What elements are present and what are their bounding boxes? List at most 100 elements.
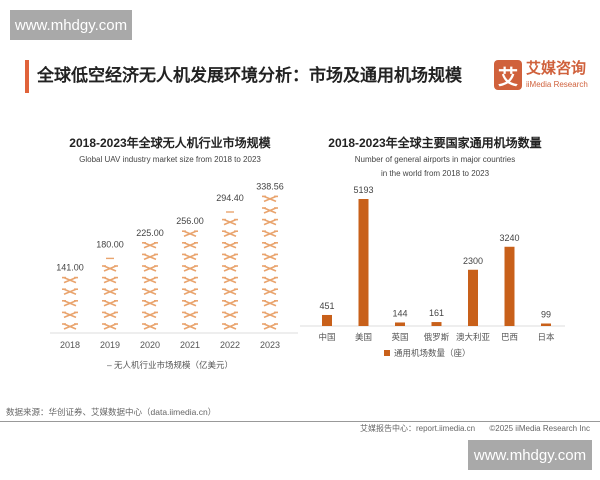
legend-label: 通用机场数量（座） (394, 348, 471, 358)
drone-icon (182, 253, 198, 261)
drone-icon (182, 265, 198, 272)
x-tick-label: 英国 (391, 332, 408, 342)
drone-icon (262, 195, 278, 203)
drone-icon (102, 311, 118, 319)
drone-icon (102, 300, 118, 307)
data-label: 225.00 (136, 228, 164, 238)
report-center-link[interactable]: 艾媒报告中心：report.iimedia.cn (360, 424, 476, 433)
pictograph-bar-2023 (262, 195, 278, 330)
logo: 艾 艾媒咨询 iiMedia Research (494, 60, 592, 92)
footer-divider (0, 421, 600, 422)
drone-icon (222, 230, 238, 237)
chart2-subtitle-line2: in the world from 2018 to 2023 (380, 169, 490, 178)
drone-icon (62, 323, 78, 330)
x-tick-label: 日本 (537, 332, 555, 342)
drone-icon (222, 323, 238, 330)
drone-icon (62, 300, 78, 307)
drone-icon (62, 276, 78, 284)
drone-icon (262, 230, 278, 237)
footer-right: 艾媒报告中心：report.iimedia.cn ©2025 iiMedia R… (348, 423, 590, 434)
bar-日本 (541, 323, 551, 326)
drone-icon (102, 265, 118, 272)
drone-icon (262, 323, 278, 330)
x-tick-label: 澳大利亚 (456, 332, 491, 342)
drone-icon (262, 207, 278, 214)
bar-俄罗斯 (431, 322, 442, 326)
watermark-bottom: www.mhdgy.com (468, 440, 592, 470)
drone-icon (222, 242, 238, 249)
drone-icon (262, 265, 278, 272)
drone-icon (142, 288, 158, 295)
drone-icon (182, 288, 198, 295)
drone-icon (262, 276, 278, 284)
data-label: 5193 (353, 185, 373, 195)
drone-icon (262, 253, 278, 261)
data-label: 144 (392, 308, 407, 318)
data-label: 99 (541, 310, 551, 320)
x-tick-label: 2020 (140, 340, 160, 350)
drone-icon (262, 300, 278, 307)
drone-icon (182, 242, 198, 249)
data-label: 338.56 (256, 181, 284, 191)
bar-英国 (395, 322, 405, 326)
drone-icon (142, 311, 158, 319)
bar-巴西 (504, 246, 515, 326)
chart2-subtitle-line1: Number of general airports in major coun… (354, 155, 516, 164)
pictograph-bar-2019 (102, 257, 118, 330)
data-label: 451 (319, 301, 334, 311)
drone-icon (182, 300, 198, 307)
drone-icon (62, 311, 78, 319)
chart1-subtitle: Global UAV industry market size from 201… (79, 155, 261, 164)
logo-en: iiMedia Research (526, 80, 588, 89)
data-label: 3240 (499, 233, 519, 243)
logo-cn: 艾媒咨询 (526, 60, 587, 77)
x-tick-label: 2019 (100, 340, 120, 350)
bar-美国 (358, 199, 369, 326)
pictograph-bar-2020 (142, 242, 158, 330)
page-title: 全球低空经济无人机发展环境分析：市场及通用机场规模 (37, 66, 462, 85)
drone-icon (182, 230, 198, 237)
drone-icon (142, 253, 158, 261)
pictograph-bar-2022 (222, 211, 238, 330)
chart1-title: 2018-2023年全球无人机行业市场规模 (69, 136, 271, 150)
drone-icon (222, 253, 238, 261)
pictograph-bar-2018 (62, 276, 78, 330)
data-label: 161 (429, 308, 444, 318)
data-label: 180.00 (96, 239, 124, 249)
drone-icon (222, 288, 238, 295)
x-tick-label: 中国 (318, 332, 335, 342)
drone-icon (142, 276, 158, 284)
drone-icon (142, 242, 158, 249)
drone-icon (262, 218, 278, 226)
drone-icon (182, 276, 198, 284)
pictograph-bar-2021 (182, 230, 198, 330)
x-tick-label: 2021 (180, 340, 200, 350)
watermark-top: www.mhdgy.com (10, 10, 132, 40)
data-source: 数据来源：华创证券、艾媒数据中心（data.iimedia.cn） (6, 407, 217, 417)
x-tick-label: 2023 (260, 340, 280, 350)
data-label: 2300 (463, 256, 483, 266)
data-label: 256.00 (176, 216, 204, 226)
data-label: 294.40 (216, 193, 244, 203)
drone-icon (222, 300, 238, 307)
drone-icon (102, 323, 118, 330)
drone-icon (142, 265, 158, 272)
drone-icon (222, 265, 238, 272)
chart2-title: 2018-2023年全球主要国家通用机场数量 (328, 136, 542, 150)
x-tick-label: 俄罗斯 (424, 332, 450, 342)
drone-icon (222, 276, 238, 284)
drone-icon (182, 311, 198, 319)
title-accent-bar (25, 60, 29, 93)
chart2-subtitle: Number of general airports in major coun… (300, 153, 570, 181)
drone-icon (62, 288, 78, 295)
drone-icon (102, 288, 118, 295)
drone-icon (182, 323, 198, 330)
x-tick-label: 巴西 (501, 332, 518, 342)
legend-label: – 无人机行业市场规模（亿美元） (107, 360, 233, 370)
chart2-airports: 451 中国 5193 美国 144 英国 161 俄罗斯 2300 澳大利亚 3240 巴西 99 日本… (300, 185, 565, 358)
data-label: 141.00 (56, 263, 84, 273)
legend-swatch (384, 350, 390, 356)
drone-icon (222, 311, 238, 319)
x-tick-label: 2018 (60, 340, 80, 350)
chart1-uav-market: 141.00 2018 180.00 2019 225.00 2020 256.00 2021… (50, 181, 298, 370)
